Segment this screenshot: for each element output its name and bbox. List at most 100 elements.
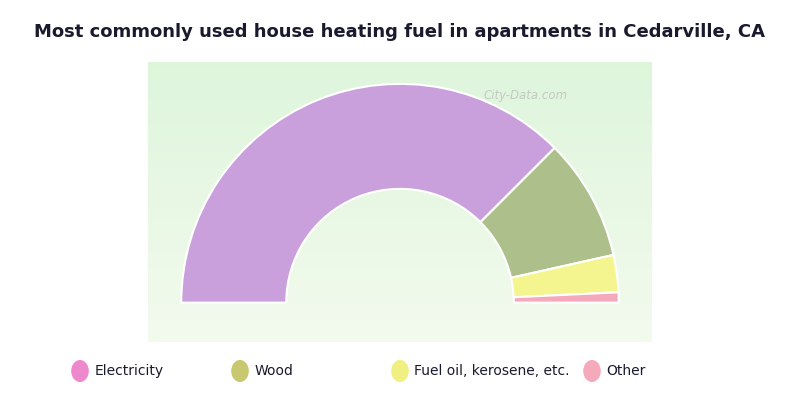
Bar (149, 269, 651, 270)
Bar (149, 216, 651, 218)
Bar (149, 227, 651, 228)
Bar (149, 220, 651, 222)
Bar (149, 223, 651, 224)
Bar (149, 196, 651, 198)
Bar (149, 154, 651, 156)
Bar (149, 234, 651, 236)
Bar (149, 334, 651, 335)
Bar (149, 76, 651, 77)
Bar (149, 237, 651, 238)
Wedge shape (514, 292, 618, 303)
Bar (149, 157, 651, 158)
Bar (149, 160, 651, 161)
Bar (149, 178, 651, 180)
Bar (149, 218, 651, 219)
Bar (149, 129, 651, 130)
Bar (149, 125, 651, 126)
Bar (149, 219, 651, 220)
Bar (149, 168, 651, 170)
Bar (149, 318, 651, 320)
Bar (149, 191, 651, 192)
Bar (149, 186, 651, 188)
Bar (149, 145, 651, 146)
Bar (149, 100, 651, 101)
Bar (149, 331, 651, 332)
Bar (149, 228, 651, 230)
Bar (149, 233, 651, 234)
Bar (149, 303, 651, 304)
Bar (149, 206, 651, 208)
Bar (149, 240, 651, 241)
Bar (149, 150, 651, 152)
Bar (149, 166, 651, 167)
Bar (149, 124, 651, 125)
Bar (149, 107, 651, 108)
Bar (149, 167, 651, 168)
Bar (149, 226, 651, 227)
Bar (149, 324, 651, 325)
Bar (149, 136, 651, 138)
Bar (149, 126, 651, 128)
Ellipse shape (391, 360, 409, 382)
Bar (149, 314, 651, 315)
Bar (149, 172, 651, 174)
Bar (149, 317, 651, 318)
Bar (149, 93, 651, 94)
Bar (149, 177, 651, 178)
Bar (149, 265, 651, 266)
Bar (149, 298, 651, 300)
Bar (149, 106, 651, 107)
Bar (149, 328, 651, 330)
Bar (149, 245, 651, 247)
Bar (149, 297, 651, 298)
Bar (149, 86, 651, 87)
Bar (149, 132, 651, 133)
Bar (149, 88, 651, 90)
Bar (149, 300, 651, 302)
Bar (149, 91, 651, 93)
Bar (149, 182, 651, 184)
Bar (149, 255, 651, 257)
Bar (149, 66, 651, 68)
Bar (149, 293, 651, 294)
Bar (149, 279, 651, 280)
Bar (149, 96, 651, 97)
Bar (149, 257, 651, 258)
Bar (149, 241, 651, 242)
Bar (149, 152, 651, 153)
Bar (149, 222, 651, 223)
Ellipse shape (231, 360, 249, 382)
Text: Most commonly used house heating fuel in apartments in Cedarville, CA: Most commonly used house heating fuel in… (34, 23, 766, 41)
Bar (149, 185, 651, 186)
Bar (149, 68, 651, 69)
Bar (149, 325, 651, 326)
Bar (149, 72, 651, 73)
Bar (149, 315, 651, 317)
Text: Electricity: Electricity (94, 364, 163, 378)
Bar (149, 73, 651, 74)
Bar (149, 119, 651, 121)
Bar (149, 205, 651, 206)
Bar (149, 176, 651, 177)
Bar (149, 135, 651, 136)
Bar (149, 117, 651, 118)
Bar (149, 110, 651, 111)
Bar (149, 65, 651, 66)
Bar (149, 184, 651, 185)
Bar (149, 274, 651, 275)
Text: Fuel oil, kerosene, etc.: Fuel oil, kerosene, etc. (414, 364, 570, 378)
Bar (149, 189, 651, 191)
Bar (149, 286, 651, 287)
Bar (149, 170, 651, 171)
Bar (149, 320, 651, 321)
Bar (149, 270, 651, 272)
Bar (149, 83, 651, 84)
Bar (149, 251, 651, 252)
Text: City-Data.com: City-Data.com (484, 89, 568, 102)
Bar (149, 140, 651, 142)
Bar (149, 80, 651, 82)
Bar (149, 254, 651, 255)
Bar (149, 111, 651, 112)
Bar (149, 260, 651, 261)
Wedge shape (481, 148, 614, 278)
